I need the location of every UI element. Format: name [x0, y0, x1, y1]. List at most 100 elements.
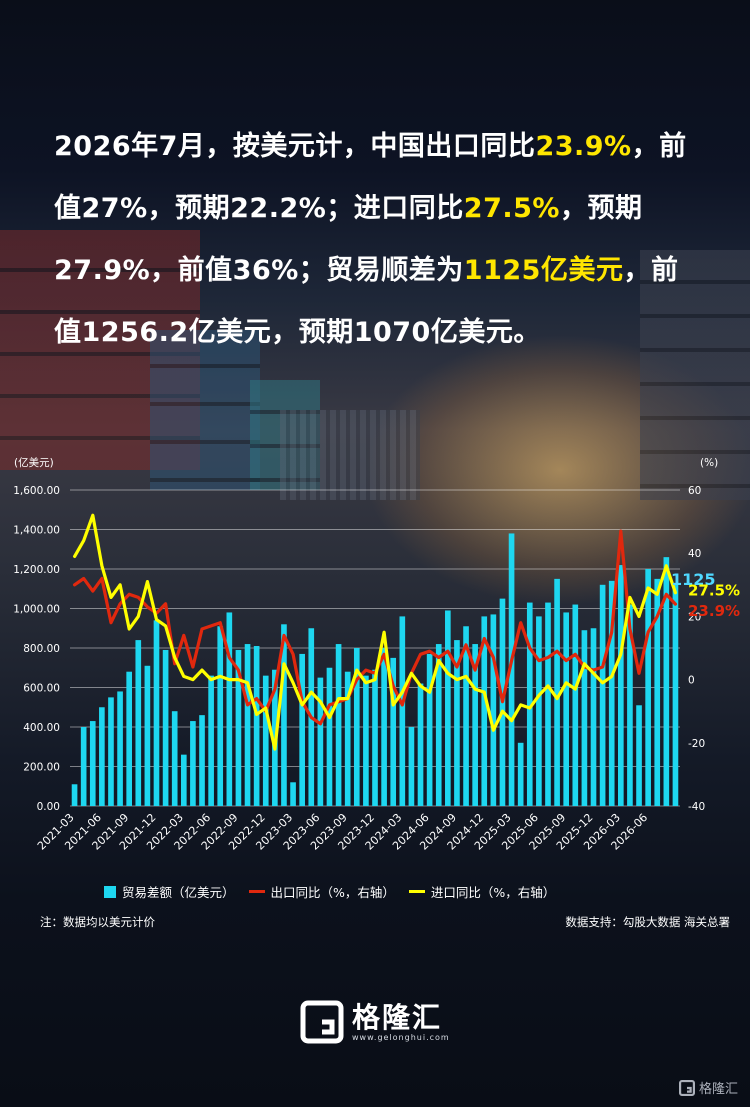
bar — [572, 604, 579, 806]
headline-surplus: 1125亿美元 — [463, 255, 624, 286]
legend-item-export: 出口同比（%，右轴） — [248, 882, 395, 901]
footnote: 注：数据均以美元计价 — [40, 915, 155, 929]
trade-chart: 0.00 200.00 400.00 600.00 800.00 1,000.00 1,20… — [13, 456, 740, 853]
bar — [581, 630, 588, 806]
bar — [344, 671, 351, 806]
import-yoy-line — [72, 513, 678, 751]
headline-text: 2026年7月，按美元计，中国出口同比 — [54, 131, 536, 162]
legend-swatch-export — [248, 890, 265, 893]
bg-container-stack — [150, 330, 260, 490]
bar — [190, 721, 196, 806]
right-tick-label: 60 — [688, 485, 701, 497]
legend-label-bar: 贸易差额（亿美元） — [122, 885, 235, 900]
bar — [117, 691, 123, 806]
left-tick-label: 1,400.00 — [13, 525, 60, 537]
bar — [390, 657, 397, 806]
bar — [536, 616, 542, 806]
bar — [126, 671, 133, 806]
bar — [235, 649, 242, 806]
left-tick-label: 1,600.00 — [13, 485, 60, 497]
bar — [654, 578, 661, 806]
bar — [253, 646, 260, 806]
bar — [290, 782, 296, 806]
bg-container-stack — [280, 410, 420, 500]
bar — [617, 565, 624, 806]
bar — [463, 626, 469, 806]
left-tick-label: 200.00 — [23, 762, 60, 774]
line-series — [72, 513, 678, 751]
bar — [590, 628, 597, 806]
bg-container-stack — [640, 250, 750, 500]
bar — [71, 784, 78, 806]
bar — [108, 697, 114, 806]
left-tick-label: 1,200.00 — [13, 564, 60, 576]
bar — [663, 557, 670, 806]
end-label-import: 27.5% — [688, 582, 740, 600]
data-source: 数据支持：勾股大数据 海关总署 — [565, 915, 730, 929]
left-tick-label: 1,000.00 — [13, 604, 60, 616]
bar — [481, 616, 488, 806]
bar — [526, 602, 533, 806]
legend: 贸易差额（亿美元） 出口同比（%，右轴） 进口同比（%，右轴） — [104, 882, 555, 901]
bar — [244, 644, 251, 806]
bar — [417, 683, 424, 806]
headline-text: ，前值27%，预期22.2%；进口同比 — [54, 131, 687, 224]
left-tick-label: 600.00 — [23, 683, 60, 695]
end-label-bar: 1125 — [671, 570, 716, 589]
headline-text: ，前值1256.2亿美元，预期1070亿美元。 — [54, 255, 679, 348]
bar — [171, 711, 178, 806]
bar — [426, 653, 433, 806]
bar — [636, 705, 642, 806]
left-tick-label: 800.00 — [23, 643, 60, 655]
bar — [490, 614, 497, 806]
headline: 2026年7月，按美元计，中国出口同比23.9%，前值27%，预期22.2%；进… — [54, 116, 704, 364]
end-label-export: 23.9% — [688, 602, 740, 620]
bar — [299, 653, 305, 806]
bar-series — [71, 533, 679, 806]
bar — [627, 604, 633, 806]
bar — [99, 707, 105, 806]
legend-label-export: 出口同比（%，右轴） — [270, 885, 395, 900]
left-axis-unit: (亿美元) — [14, 456, 54, 469]
headline-text: ，预期27.9%，前值36%；贸易顺差为 — [54, 193, 643, 286]
bar — [454, 640, 460, 806]
watermark: 格隆汇 — [678, 1078, 738, 1097]
gelonghui-logo-icon — [300, 1000, 344, 1044]
bar — [162, 649, 169, 806]
bar — [199, 715, 205, 806]
bar — [135, 640, 142, 806]
bar — [80, 727, 87, 806]
left-tick-label: 0.00 — [37, 801, 60, 813]
bar — [508, 533, 515, 806]
bar — [599, 584, 606, 806]
bg-container-stack — [250, 380, 320, 490]
bar — [180, 754, 187, 806]
bar — [563, 612, 570, 806]
bar — [208, 675, 214, 806]
right-tick-label: -40 — [688, 801, 705, 813]
bar — [372, 669, 378, 806]
bar — [435, 644, 442, 806]
bar — [281, 624, 287, 806]
bar — [399, 616, 406, 806]
brand-name: 格隆汇 — [352, 1000, 443, 1034]
right-axis-unit: (%) — [700, 457, 718, 469]
right-tick-label: -20 — [688, 738, 705, 750]
legend-item-bar: 贸易差额（亿美元） — [104, 882, 235, 901]
bar — [317, 677, 324, 806]
bar — [608, 580, 615, 806]
bar — [545, 602, 551, 806]
right-tick-label: 40 — [688, 548, 701, 560]
bar — [326, 667, 333, 806]
legend-label-import: 进口同比（%，右轴） — [430, 885, 556, 900]
watermark-logo-icon — [678, 1079, 695, 1096]
bar — [472, 644, 478, 806]
bar — [226, 612, 233, 806]
bar — [89, 721, 96, 806]
watermark-text: 格隆汇 — [698, 1082, 738, 1097]
brand-url: www.gelonghui.com — [352, 1032, 450, 1042]
bar — [335, 644, 342, 806]
bar — [217, 626, 224, 806]
